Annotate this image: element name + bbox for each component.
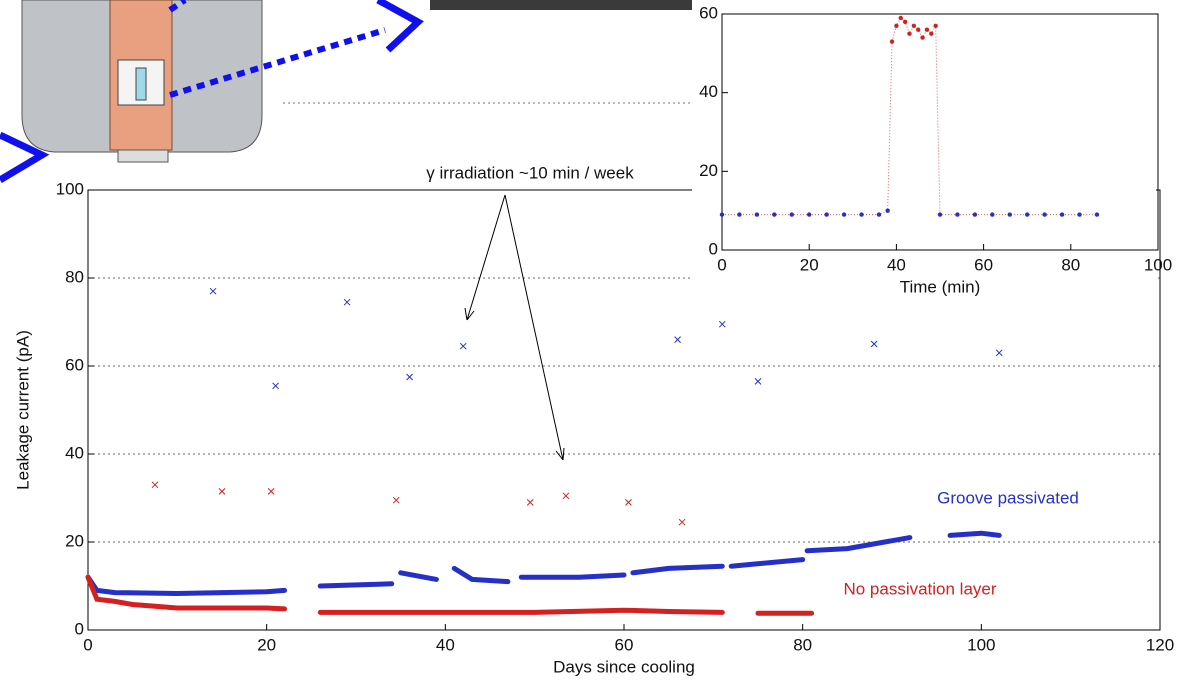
dot-marker <box>859 212 864 217</box>
cross-marker <box>392 496 400 504</box>
cross-marker <box>562 492 570 500</box>
dot-marker <box>807 212 812 217</box>
dot-marker <box>1025 212 1030 217</box>
x-tick-label: 100 <box>967 635 995 654</box>
dot-marker <box>1059 212 1065 217</box>
data-line <box>85 574 815 616</box>
x-tick-label: 20 <box>800 255 819 274</box>
dot-marker <box>898 15 903 21</box>
dot-marker <box>907 31 912 36</box>
y-tick-label: 80 <box>65 267 84 286</box>
dot-marker <box>876 212 882 217</box>
y-tick-label: 60 <box>699 3 718 22</box>
dot-marker <box>902 19 908 25</box>
dot-marker <box>937 212 943 217</box>
annotation: γ irradiation ~10 min / week <box>426 163 634 182</box>
dot-marker <box>955 212 960 217</box>
cross-marker <box>218 488 226 495</box>
series-label: Groove passivated <box>937 488 1079 507</box>
y-tick-label: 60 <box>65 355 84 374</box>
cross-marker <box>406 373 413 381</box>
dot-marker <box>1007 212 1012 217</box>
x-axis-label: Time (min) <box>900 277 981 296</box>
cross-marker <box>272 382 279 390</box>
dot-marker <box>911 23 917 28</box>
cross-marker <box>267 488 275 495</box>
dot-marker <box>789 212 794 217</box>
dot-marker <box>737 212 742 217</box>
cross-marker <box>870 340 878 348</box>
data-line <box>85 530 1002 596</box>
x-tick-label: 100 <box>1144 255 1172 274</box>
cross-marker <box>209 287 217 295</box>
x-tick-label: 20 <box>257 635 276 654</box>
inset-background <box>692 0 1156 290</box>
cross-marker <box>678 518 686 526</box>
dot-marker <box>824 212 829 217</box>
dot-marker <box>889 39 895 44</box>
plot-frame <box>721 13 1159 251</box>
x-tick-label: 80 <box>793 635 812 654</box>
cross-marker <box>526 499 534 506</box>
dot-marker <box>1042 212 1047 217</box>
cross-marker <box>995 349 1003 357</box>
dot-marker <box>933 23 938 28</box>
dot-marker <box>1094 212 1100 217</box>
x-tick-label: 80 <box>1061 255 1080 274</box>
cross-marker <box>343 298 351 306</box>
dot-marker <box>894 23 899 28</box>
y-tick-label: 0 <box>709 239 718 258</box>
dot-marker <box>920 35 925 40</box>
y-tick-label: 20 <box>65 531 84 550</box>
x-tick-label: 0 <box>83 635 92 654</box>
annotation-arrow <box>464 194 565 461</box>
x-axis-label: Days since cooling <box>553 657 695 676</box>
dot-marker <box>929 31 934 36</box>
x-tick-label: 120 <box>1146 635 1174 654</box>
y-tick-label: 0 <box>75 619 84 638</box>
dot-marker <box>719 212 725 217</box>
y-tick-label: 100 <box>56 179 84 198</box>
cross-marker <box>151 481 159 489</box>
dot-marker <box>841 212 847 217</box>
connector <box>722 17 1097 216</box>
dot-marker <box>990 212 995 217</box>
x-tick-label: 60 <box>974 255 993 274</box>
y-tick-label: 20 <box>699 161 718 180</box>
dot-marker <box>754 212 760 217</box>
x-tick-label: 40 <box>436 635 455 654</box>
dot-marker <box>1077 212 1082 217</box>
plot-frame <box>87 189 1161 631</box>
x-tick-label: 60 <box>615 635 634 654</box>
x-tick-label: 0 <box>717 255 726 274</box>
cross-marker <box>754 378 762 385</box>
dot-marker <box>972 212 978 217</box>
cross-marker <box>674 336 681 343</box>
cross-marker <box>718 320 726 328</box>
decoration <box>0 0 960 184</box>
dot-marker <box>924 27 930 32</box>
y-tick-label: 40 <box>699 82 718 101</box>
series-label: No passivation layer <box>843 579 996 598</box>
cross-marker <box>459 342 467 350</box>
x-tick-label: 40 <box>887 255 906 274</box>
y-tick-label: 40 <box>65 443 84 462</box>
dot-marker <box>885 208 890 213</box>
dot-marker <box>916 27 921 32</box>
cross-marker <box>625 499 632 506</box>
dot-marker <box>772 212 777 217</box>
y-axis-label: Leakage current (pA) <box>13 330 32 490</box>
